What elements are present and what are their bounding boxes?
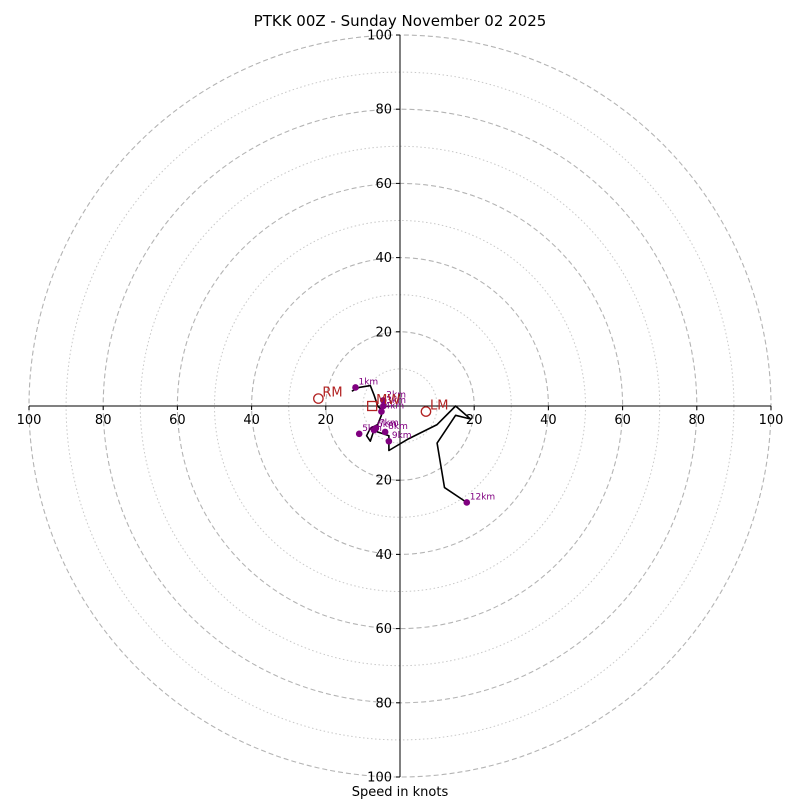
storm-motion-label: LM <box>430 399 448 414</box>
height-marker-dot <box>463 499 471 506</box>
height-marker-label: 9km <box>392 431 412 441</box>
y-tick-label: 60 <box>375 622 392 637</box>
x-tick-label: 60 <box>614 413 631 428</box>
x-tick-label: 80 <box>95 413 112 428</box>
x-tick-label: 60 <box>169 413 186 428</box>
height-marker-dot <box>355 430 363 438</box>
storm-motion-label: RM <box>322 386 342 401</box>
x-tick-label: 80 <box>689 413 706 428</box>
x-tick-label: 100 <box>759 413 784 428</box>
y-tick-label: 40 <box>375 548 392 563</box>
x-tick-label: 20 <box>318 413 335 428</box>
storm-motion-marker <box>313 393 324 404</box>
height-marker-label: 6km <box>377 420 397 430</box>
height-marker-dot <box>385 437 393 445</box>
height-marker-dot <box>378 408 385 415</box>
height-marker-dot <box>381 428 389 436</box>
height-marker-dot <box>380 402 387 410</box>
mean-wind-marker <box>367 400 378 412</box>
height-marker-label: 3km <box>386 396 406 406</box>
x-tick-label: 100 <box>17 413 42 428</box>
storm-motion-label: MW <box>376 393 400 408</box>
chart-title: PTKK 00Z - Sunday November 02 2025 <box>254 12 547 30</box>
y-tick-label: 60 <box>375 177 392 192</box>
height-marker-label: 2km <box>386 390 406 400</box>
hodograph-trace-line <box>351 384 472 504</box>
storm-motion-marker <box>420 406 432 417</box>
height-marker-label: 1km <box>358 377 378 387</box>
x-tick-label: 40 <box>540 413 557 428</box>
y-tick-label: 20 <box>375 474 392 489</box>
y-tick-label: 20 <box>375 325 392 340</box>
x-tick-label: 20 <box>466 413 483 428</box>
height-marker-label: 12km <box>470 492 495 502</box>
y-tick-label: 80 <box>375 696 392 711</box>
y-tick-label: 100 <box>367 771 392 786</box>
height-marker-dot <box>380 397 387 404</box>
storm-motions: RM LM MW <box>313 386 448 417</box>
height-marker-label: 4km <box>384 402 404 412</box>
height-markers: 1km2km3km4km5km6km7km8km9km12km <box>352 377 495 506</box>
height-marker-label: 7km <box>379 418 399 428</box>
x-tick-label: 40 <box>243 413 260 428</box>
y-ticks: 100 80 60 40 20 20 40 60 80 100 <box>367 29 400 786</box>
height-marker-label: 8km <box>388 422 408 432</box>
height-marker-dot <box>352 384 359 391</box>
y-tick-label: 80 <box>375 103 392 118</box>
x-ticks: 100 80 60 40 20 20 40 60 80 100 <box>17 406 784 428</box>
height-marker-dot <box>372 424 380 432</box>
y-tick-label: 100 <box>367 29 392 44</box>
x-axis-label: Speed in knots <box>352 785 449 800</box>
y-tick-label: 40 <box>375 251 392 266</box>
axes <box>29 35 771 777</box>
wind-trace <box>351 384 472 504</box>
